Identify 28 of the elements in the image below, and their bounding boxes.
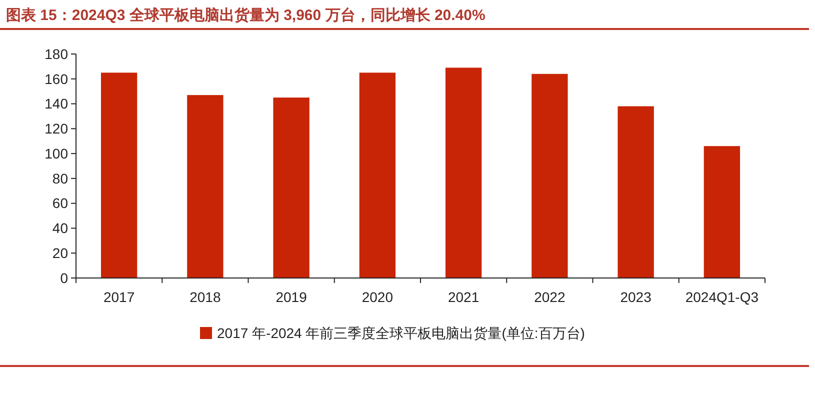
y-tick-label: 160 bbox=[44, 70, 68, 87]
x-tick-label: 2019 bbox=[276, 289, 308, 305]
x-tick-label: 2022 bbox=[534, 289, 566, 305]
bar bbox=[273, 98, 310, 278]
bar bbox=[704, 146, 740, 278]
bar bbox=[445, 68, 482, 278]
y-tick-label: 0 bbox=[60, 270, 68, 286]
y-tick-label: 100 bbox=[44, 145, 68, 162]
x-tick-label: 2021 bbox=[448, 289, 480, 305]
y-tick-label: 140 bbox=[44, 96, 68, 112]
x-tick-label: 2017 bbox=[103, 289, 135, 305]
y-tick-label: 120 bbox=[44, 120, 68, 137]
y-tick-label: 60 bbox=[52, 195, 68, 212]
bar bbox=[187, 95, 224, 278]
bar bbox=[618, 106, 654, 278]
x-tick-label: 2024Q1-Q3 bbox=[685, 289, 759, 305]
chart-title: 图表 15：2024Q3 全球平板电脑出货量为 3,960 万台，同比增长 20.40% bbox=[6, 6, 486, 24]
y-tick-label: 180 bbox=[44, 46, 68, 62]
x-tick-label: 2020 bbox=[362, 289, 394, 305]
bar bbox=[359, 72, 396, 278]
y-tick-label: 80 bbox=[52, 170, 68, 186]
x-tick-label: 2023 bbox=[620, 289, 652, 305]
bar bbox=[100, 72, 138, 278]
x-tick-label: 2018 bbox=[190, 289, 221, 305]
legend-label: 2017 年-2024 年前三季度全球平板电脑出货量(单位:百万台) bbox=[217, 324, 585, 341]
y-tick-label: 40 bbox=[52, 220, 68, 236]
y-tick-label: 20 bbox=[52, 245, 68, 262]
bar bbox=[532, 74, 568, 278]
